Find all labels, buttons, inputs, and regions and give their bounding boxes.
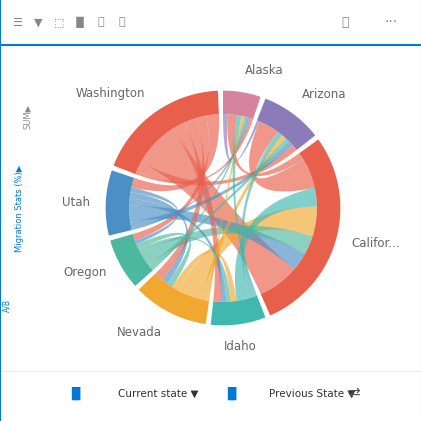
Polygon shape (139, 237, 230, 302)
Text: A/B: A/B (3, 299, 11, 312)
Polygon shape (131, 117, 250, 230)
Polygon shape (201, 135, 286, 301)
Text: ☰: ☰ (12, 18, 22, 27)
Text: ▐▌: ▐▌ (66, 387, 85, 400)
Text: ▼: ▼ (34, 18, 42, 27)
Text: Utah: Utah (62, 196, 90, 208)
Polygon shape (137, 145, 297, 185)
Polygon shape (131, 187, 179, 244)
Polygon shape (110, 234, 153, 286)
Text: SUM▶: SUM▶ (22, 104, 32, 129)
Text: Nevada: Nevada (117, 326, 162, 339)
Polygon shape (261, 139, 340, 315)
Polygon shape (131, 114, 219, 191)
Text: Current state ▼: Current state ▼ (118, 389, 198, 399)
Polygon shape (207, 116, 244, 301)
Polygon shape (249, 121, 314, 192)
Text: ▐▌: ▐▌ (72, 17, 88, 28)
Polygon shape (223, 91, 261, 119)
Polygon shape (179, 206, 317, 299)
Text: ⛶: ⛶ (98, 18, 104, 27)
Text: Arizona: Arizona (302, 88, 346, 101)
Text: Oregon: Oregon (63, 266, 107, 279)
Text: ⇄: ⇄ (348, 386, 360, 400)
Text: ⓘ: ⓘ (341, 16, 349, 29)
Polygon shape (136, 233, 191, 287)
Polygon shape (129, 199, 226, 302)
Text: Alaska: Alaska (245, 64, 283, 77)
Text: ⧉: ⧉ (119, 18, 125, 27)
Polygon shape (106, 171, 134, 236)
Polygon shape (141, 226, 312, 266)
Text: ▐▌: ▐▌ (222, 387, 241, 400)
Polygon shape (257, 99, 315, 150)
Polygon shape (136, 118, 253, 184)
Text: Washington: Washington (76, 87, 146, 100)
Text: Previous State ▼: Previous State ▼ (269, 389, 356, 399)
Polygon shape (211, 296, 265, 325)
Polygon shape (172, 250, 237, 301)
Polygon shape (114, 91, 219, 174)
Polygon shape (152, 117, 247, 270)
Polygon shape (227, 114, 304, 176)
Polygon shape (139, 273, 209, 324)
Polygon shape (141, 128, 294, 294)
Polygon shape (223, 114, 259, 163)
Polygon shape (241, 132, 282, 298)
Polygon shape (130, 141, 293, 228)
Polygon shape (233, 115, 257, 296)
Polygon shape (129, 205, 305, 269)
Polygon shape (149, 139, 289, 269)
Text: Idaho: Idaho (224, 340, 257, 353)
Text: ⬚: ⬚ (54, 18, 64, 27)
Polygon shape (133, 116, 209, 240)
Text: ···: ··· (385, 16, 398, 29)
Text: Migration Stats (%)▶: Migration Stats (%)▶ (15, 164, 24, 252)
Polygon shape (173, 123, 221, 302)
Polygon shape (235, 188, 317, 301)
Polygon shape (130, 192, 188, 283)
Text: Califor...: Califor... (351, 237, 400, 250)
Polygon shape (156, 118, 205, 280)
